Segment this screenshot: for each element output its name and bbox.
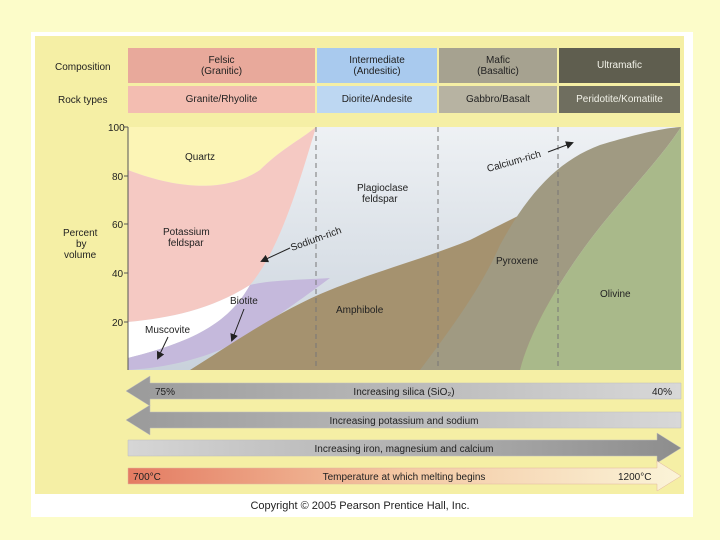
- silica-left-text: 75%: [155, 387, 175, 398]
- temperature-left-text: 700°C: [133, 472, 161, 483]
- label-biotite: Biotite: [230, 296, 258, 307]
- ultramafic-name: Ultramafic: [596, 60, 642, 71]
- arrow-iron-magnesium-calcium: [127, 432, 682, 464]
- label-plagioclase-1: Plagioclase: [357, 183, 409, 194]
- muscovite-pointer: [156, 336, 169, 360]
- silica-right-text: 40%: [652, 387, 672, 398]
- copyright: Copyright © 2005 Pearson Prentice Hall, …: [250, 500, 470, 512]
- calcium-rich-arrow: [547, 141, 574, 153]
- rock-gabbro-basalt: Gabbro/Basalt: [439, 86, 557, 113]
- potassium-feldspar-region: [128, 127, 316, 322]
- felsic-sub: (Granitic): [200, 65, 243, 77]
- label-potassium-feldspar-1: Potassium: [163, 227, 210, 238]
- olivine-region: [520, 127, 681, 370]
- y-axis-label-3: volume: [64, 250, 97, 261]
- arrow-potassium-sodium: [125, 404, 682, 436]
- mafic-name: Mafic: [486, 54, 510, 66]
- label-plagioclase-2: feldspar: [362, 194, 398, 205]
- y-axis-label-2: by: [76, 239, 87, 250]
- label-muscovite: Muscovite: [145, 325, 190, 336]
- temperature-label: Temperature at which melting begins: [323, 472, 486, 483]
- arrow-silica: [125, 375, 682, 407]
- tick-label-20: 20: [112, 318, 124, 329]
- quartz-region: [128, 127, 316, 186]
- composition-label: Composition: [55, 61, 111, 73]
- arrow-temperature: [127, 460, 682, 492]
- composition-intermediate: Intermediate (Andesitic): [317, 48, 437, 83]
- biotite-pointer: [230, 308, 245, 342]
- tick-label-100: 100: [108, 123, 125, 134]
- temperature-right-text: 1200°C: [618, 472, 651, 483]
- label-potassium-feldspar-2: feldspar: [168, 238, 204, 249]
- composition-felsic: Felsic (Granitic): [128, 48, 315, 83]
- iron-magnesium-calcium-label: Increasing iron, magnesium and calcium: [315, 444, 494, 455]
- intermediate-name: Intermediate: [349, 54, 405, 66]
- label-pyroxene: Pyroxene: [496, 256, 539, 267]
- composition-mafic: Mafic (Basaltic): [439, 48, 557, 83]
- label-olivine: Olivine: [600, 289, 631, 300]
- label-quartz: Quartz: [185, 152, 215, 163]
- tick-label-80: 80: [112, 172, 124, 183]
- mafic-sub: (Basaltic): [477, 65, 519, 77]
- sodium-rich-arrow: [260, 247, 291, 263]
- intermediate-sub: (Andesitic): [353, 65, 401, 77]
- muscovite-region: [128, 285, 250, 358]
- tick-label-60: 60: [112, 220, 124, 231]
- biotite-region: [128, 278, 330, 370]
- y-axis-label-1: Percent: [63, 228, 98, 239]
- rock-diorite-andesite: Diorite/Andesite: [317, 86, 437, 113]
- composition-ultramafic: Ultramafic: [559, 48, 680, 83]
- potassium-sodium-label: Increasing potassium and sodium: [330, 416, 479, 427]
- label-amphibole: Amphibole: [336, 305, 384, 316]
- silica-label: Increasing silica (SiO₂): [353, 387, 454, 398]
- rock-granite-rhyolite: Granite/Rhyolite: [128, 86, 315, 113]
- pyroxene-region: [420, 127, 681, 370]
- rock-types-label: Rock types: [58, 94, 108, 106]
- tick-label-40: 40: [112, 269, 124, 280]
- rock-peridotite-komatiite: Peridotite/Komatiite: [559, 86, 680, 113]
- felsic-name: Felsic: [208, 54, 235, 66]
